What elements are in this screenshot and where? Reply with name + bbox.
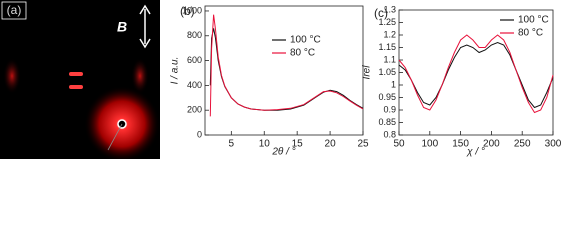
panel-label: (a) [7, 3, 22, 17]
x-tick-label: 25 [357, 139, 369, 150]
plot-frame [204, 5, 364, 136]
y-tick-label: 1.2 [383, 29, 396, 39]
x-axis-label: 2θ / ° [271, 147, 295, 158]
legend-label: 80 °C [518, 28, 543, 39]
y-tick-label: 0.9 [383, 104, 396, 114]
y-tick-label: 0.85 [378, 117, 396, 127]
x-tick-label: 100 [421, 139, 438, 150]
data-line [209, 28, 364, 111]
data-line [398, 41, 554, 109]
x-tick-label: 150 [452, 139, 469, 150]
x-tick-label: 15 [292, 139, 304, 150]
y-tick-label: 1 [391, 79, 396, 89]
y-tick-label: 0.8 [383, 129, 396, 139]
x-tick-label: 10 [259, 139, 271, 150]
data-line [209, 14, 364, 117]
y-tick-label: 600 [187, 55, 202, 65]
y-tick-label: 0.95 [378, 92, 396, 102]
y-tick-label: 1.3 [383, 4, 396, 14]
x-tick-label: 5 [229, 139, 235, 150]
y-tick-label: 1000 [182, 5, 202, 15]
y-axis-label: Irel [362, 65, 373, 80]
panel-label: (c) [374, 6, 388, 20]
y-tick-label: 0 [197, 129, 202, 139]
y-tick-label: 400 [187, 80, 202, 90]
y-tick-label: 1.25 [378, 17, 396, 27]
x-tick-label: 250 [514, 139, 531, 150]
legend-label: 100 °C [290, 35, 321, 46]
x-tick-label: 20 [325, 139, 337, 150]
x-axis-label: χ / ° [466, 147, 485, 158]
y-tick-label: 200 [187, 105, 202, 115]
diffraction-image: (a) B [0, 0, 160, 159]
data-line [398, 34, 554, 114]
field-label: B [117, 19, 127, 35]
y-axis-label: I / a.u. [170, 57, 181, 85]
x-tick-label: 300 [545, 139, 562, 150]
y-tick-label: 1.1 [383, 54, 396, 64]
legend-label: 80 °C [290, 48, 315, 59]
panel-label: (b) [180, 4, 195, 18]
y-tick-label: 1.15 [378, 42, 396, 52]
y-tick-label: 800 [187, 30, 202, 40]
x-tick-label: 200 [483, 139, 500, 150]
x-tick-label: 50 [393, 139, 405, 150]
y-tick-label: 1.05 [378, 67, 396, 77]
legend-label: 100 °C [518, 15, 549, 26]
